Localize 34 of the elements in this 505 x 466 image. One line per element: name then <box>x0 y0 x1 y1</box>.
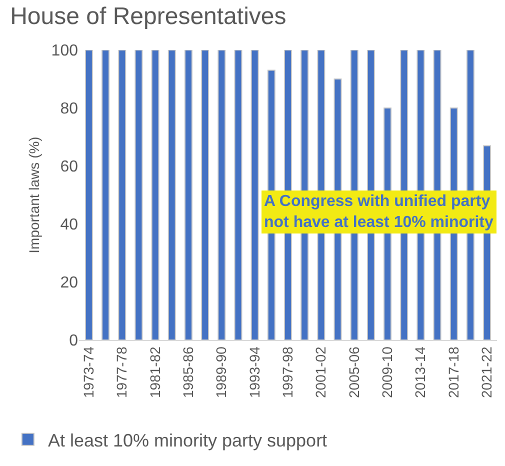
bar <box>151 50 160 340</box>
bar <box>134 50 143 340</box>
y-tick-label: 40 <box>60 216 78 234</box>
y-tick-label: 80 <box>60 100 78 118</box>
x-tick-label: 1973-74 <box>80 346 96 398</box>
bar <box>84 50 93 340</box>
x-tick-label: 1993-94 <box>246 346 262 398</box>
annotation: A Congress with unified party not have at least 10% minority <box>264 193 494 231</box>
bar <box>102 50 110 340</box>
x-tick-label: 2017-18 <box>445 346 462 398</box>
x-tick-label: 2013-14 <box>412 346 428 398</box>
bar <box>218 50 226 340</box>
y-tick-label: 0 <box>69 332 78 350</box>
x-tick-label: 1981-82 <box>146 346 163 398</box>
y-axis-title: Important laws (%) <box>26 136 42 254</box>
x-tick-label: 1989-90 <box>213 346 230 398</box>
bar <box>234 50 242 340</box>
x-tick-label: 1985-86 <box>180 346 196 398</box>
bar <box>201 50 210 340</box>
bar <box>118 50 126 340</box>
bar <box>184 50 192 340</box>
y-tick-label: 100 <box>51 42 78 60</box>
x-tick-label: 2005-06 <box>346 346 362 398</box>
x-tick-label: 2009-10 <box>379 346 396 398</box>
x-tick-label: 1997-98 <box>280 346 296 398</box>
x-tick-label: 2021-22 <box>478 346 495 398</box>
bar <box>168 50 176 340</box>
bar <box>250 50 259 340</box>
x-tick-label: 2001-02 <box>312 346 329 398</box>
x-tick-label: 1977-78 <box>114 346 130 398</box>
legend-label: At least 10% minority party support <box>48 430 328 450</box>
chart-title: House of Representatives <box>10 2 286 30</box>
y-tick-label: 20 <box>60 274 78 292</box>
y-tick-label: 60 <box>60 158 78 176</box>
